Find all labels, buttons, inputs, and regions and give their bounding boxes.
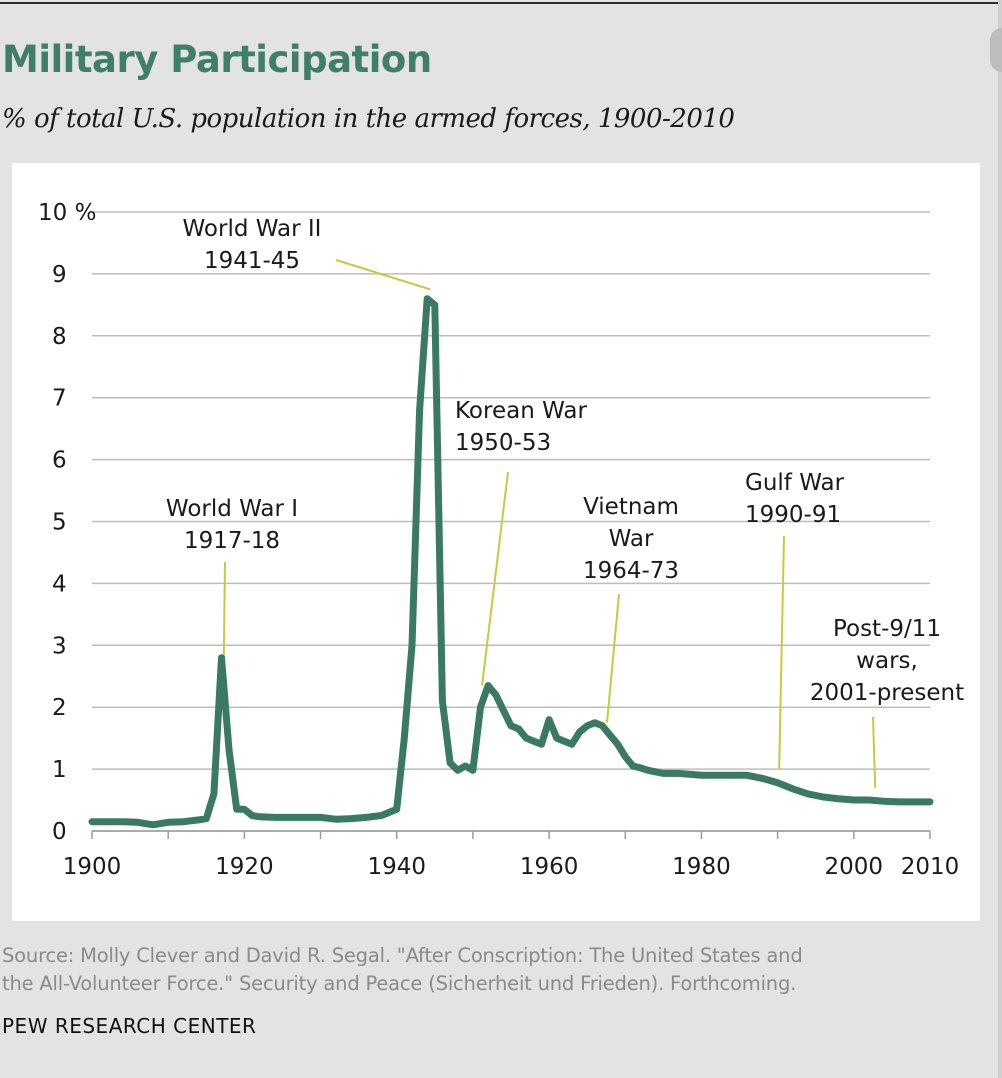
annotation-label: World War I bbox=[166, 496, 298, 522]
annotation-label: Gulf War bbox=[745, 470, 845, 496]
series-layer bbox=[88, 295, 934, 829]
x-tick-label-1900: 1900 bbox=[63, 854, 122, 880]
annotation-label: Vietnam bbox=[583, 494, 679, 520]
annotation-leader bbox=[481, 471, 509, 686]
annotation-label: 1941-45 bbox=[204, 248, 300, 274]
annotation-label: 1990-91 bbox=[745, 502, 841, 528]
annotation-leader bbox=[335, 259, 431, 291]
annotation-leader bbox=[605, 593, 620, 723]
annotation-labels: World War I 1917-18 World War II 1941-45 Kor… bbox=[166, 216, 964, 706]
y-tick-label: 8 bbox=[52, 324, 67, 350]
x-tick-label-1980: 1980 bbox=[672, 854, 731, 880]
annotation-label: Post-9/11 bbox=[833, 616, 941, 642]
y-tick-label: 7 bbox=[52, 386, 67, 412]
source-note: Source: Molly Clever and David R. Segal.… bbox=[2, 942, 998, 998]
annotation-label: wars, bbox=[856, 648, 918, 674]
brand-logo-text: PEW RESEARCH CENTER bbox=[2, 1014, 257, 1038]
annotation-label: 1917-18 bbox=[184, 528, 280, 554]
chart-title: Military Participation bbox=[2, 38, 432, 81]
y-tick-label: 1 bbox=[52, 757, 67, 783]
series-line-0 bbox=[88, 295, 934, 829]
annotation-label: Korean War bbox=[455, 398, 587, 424]
y-tick-label: 2 bbox=[52, 695, 67, 721]
y-tick-label: 0 bbox=[52, 819, 67, 845]
y-axis-labels: 0 1 2 3 4 5 6 7 8 9 10 % bbox=[38, 200, 96, 845]
chart-subtitle: % of total U.S. population in the armed … bbox=[2, 104, 735, 134]
x-tick-label-1920: 1920 bbox=[215, 854, 274, 880]
x-tick-label-2000: 2000 bbox=[825, 854, 884, 880]
annotation-label: War bbox=[609, 526, 654, 552]
x-axis-labels: 1900 1920 1940 1960 1980 2000 2010 bbox=[63, 854, 960, 880]
source-line-2: the All-Volunteer Force." Security and P… bbox=[2, 972, 797, 995]
y-tick-label: 10 % bbox=[38, 200, 96, 226]
annotation-leaders bbox=[222, 259, 877, 788]
source-line-1: Source: Molly Clever and David R. Segal.… bbox=[2, 944, 803, 967]
y-tick-label: 4 bbox=[52, 571, 67, 597]
top-rule bbox=[0, 2, 998, 4]
annotation-leader bbox=[872, 716, 877, 788]
annotation-label: World War II bbox=[183, 216, 322, 242]
annotation-leader bbox=[778, 535, 785, 770]
y-tick-label: 3 bbox=[52, 633, 67, 659]
annotation-label: 1964-73 bbox=[583, 558, 679, 584]
y-tick-label: 6 bbox=[52, 448, 67, 474]
y-tick-label: 5 bbox=[52, 510, 67, 536]
x-tick-label-1960: 1960 bbox=[520, 854, 579, 880]
x-tick-label-1940: 1940 bbox=[367, 854, 426, 880]
annotation-leader bbox=[222, 561, 226, 658]
scroll-handle[interactable] bbox=[990, 28, 1002, 72]
annotation-label: 1950-53 bbox=[455, 430, 551, 456]
window-edge bbox=[998, 0, 1002, 1078]
annotation-label: 2001-present bbox=[810, 680, 964, 706]
x-tick-label-2010: 2010 bbox=[901, 854, 960, 880]
y-tick-label: 9 bbox=[52, 262, 67, 288]
